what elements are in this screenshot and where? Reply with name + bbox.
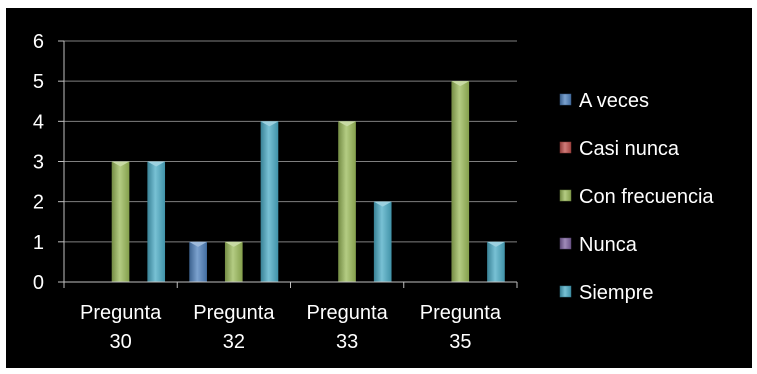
bar	[338, 121, 356, 282]
x-tick-labels: Pregunta 30 Pregunta 32 Pregunta 33 Pregunta 35	[80, 302, 502, 353]
x-tick-label: Pregunta 32	[193, 302, 275, 353]
x-tick-label: Pregunta 35	[420, 302, 502, 353]
y-tick-label: 1	[33, 232, 44, 254]
legend-swatch	[559, 93, 572, 106]
bar	[111, 161, 130, 282]
bar-cap	[260, 121, 279, 127]
bar-cap	[111, 161, 130, 167]
y-tick-label: 0	[33, 272, 44, 294]
x-tick-label: Pregunta 33	[307, 302, 389, 353]
legend: A veces Casi nunca Con frecuencia Nunca Siem…	[559, 90, 714, 304]
axes	[58, 40, 518, 288]
bar-cap	[451, 81, 470, 87]
bar-cap	[189, 241, 207, 247]
legend-swatch	[559, 189, 572, 202]
bar-cap	[147, 161, 166, 167]
legend-swatch	[559, 285, 572, 298]
legend-label: A veces	[579, 90, 649, 112]
y-tick-label: 5	[33, 71, 44, 93]
x-tick-label: Pregunta 30	[80, 302, 162, 353]
bar	[451, 81, 470, 283]
bar	[147, 161, 166, 282]
y-tick-label: 2	[33, 192, 44, 214]
y-tick-labels: 0 1 2 3 4 5 6	[33, 31, 44, 294]
gridlines	[64, 40, 517, 243]
bar	[373, 201, 392, 282]
bar-cap	[224, 241, 243, 247]
bar	[189, 241, 207, 282]
legend-label: Siempre	[579, 282, 653, 304]
legend-label: Con frecuencia	[579, 186, 714, 208]
legend-swatch	[559, 141, 572, 154]
bar-cap	[487, 241, 505, 247]
bar	[224, 241, 243, 282]
legend-label: Casi nunca	[579, 138, 680, 160]
bar-cap	[373, 201, 392, 207]
legend-swatch	[559, 237, 572, 250]
y-tick-label: 4	[33, 111, 44, 133]
bar	[260, 121, 279, 282]
legend-label: Nunca	[579, 234, 638, 256]
bars	[111, 81, 505, 283]
bar-cap	[338, 121, 356, 127]
y-tick-label: 6	[33, 31, 44, 53]
y-tick-label: 3	[33, 152, 44, 174]
bar	[487, 241, 505, 282]
